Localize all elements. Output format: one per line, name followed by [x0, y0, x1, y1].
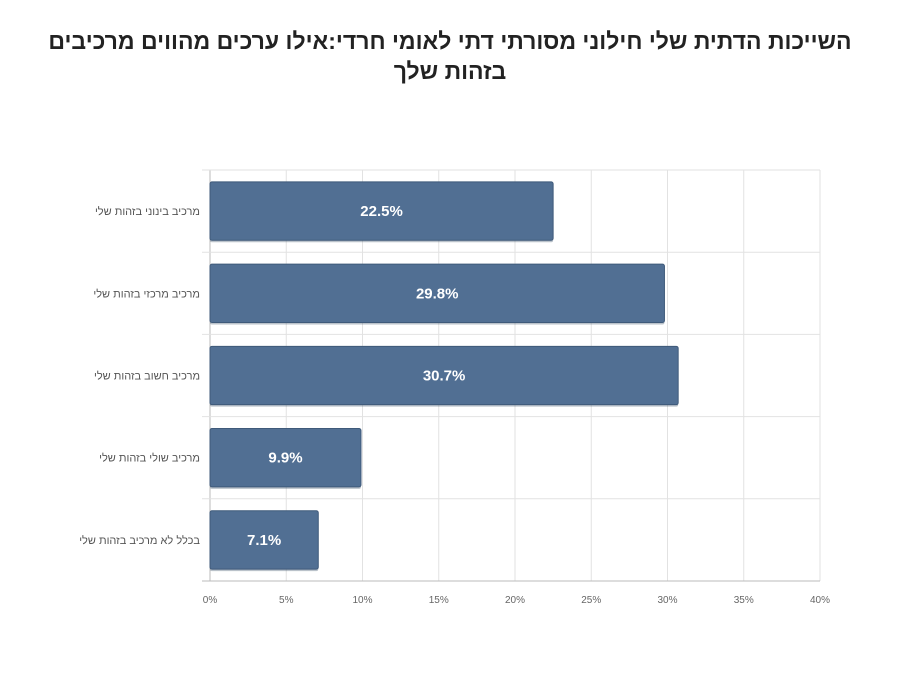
data-label: 7.1% — [247, 532, 281, 549]
x-tick-label: 0% — [203, 595, 218, 606]
data-label: 9.9% — [268, 450, 302, 467]
x-tick-label: 35% — [734, 595, 754, 606]
bar — [209, 263, 665, 323]
category-label: מרכיב שולי בזהות שלי — [99, 452, 200, 465]
x-tick-label: 10% — [352, 595, 372, 606]
x-tick-label: 15% — [429, 595, 449, 606]
bar — [209, 510, 319, 570]
x-tick-label: 30% — [657, 595, 677, 606]
data-label: 29.8% — [416, 285, 459, 302]
labels-layer: 0% 5% 10% 15% 20% 25% 30% 35% 40% 22.5% מרכיב בינו… — [79, 203, 830, 606]
bars-layer — [209, 181, 679, 572]
x-tick-label: 25% — [581, 595, 601, 606]
bar — [209, 345, 679, 406]
x-tick-label: 5% — [279, 595, 294, 606]
chart-title: השייכות הדתית שלי חילוני מסורתי דתי לאומ… — [48, 28, 852, 84]
category-label: מרכיב מרכזי בזהות שלי — [93, 287, 200, 300]
data-label: 30.7% — [423, 368, 466, 385]
bar — [209, 181, 554, 241]
category-label: מרכיב בינוני בזהות שלי — [95, 205, 200, 218]
category-label: מרכיב חשוב בזהות שלי — [94, 370, 200, 383]
x-tick-label: 40% — [810, 595, 830, 606]
x-tick-label: 20% — [505, 595, 525, 606]
bar — [209, 428, 362, 488]
category-label: בכלל לא מרכיב בזהות שלי — [79, 534, 200, 547]
data-label: 22.5% — [360, 203, 403, 220]
